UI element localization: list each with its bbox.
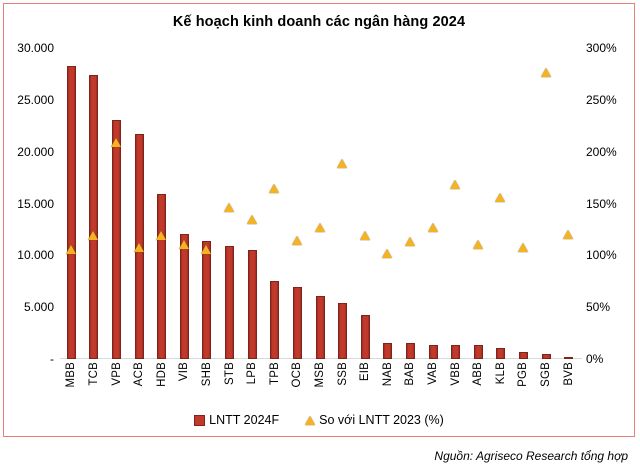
x-axis-label: BVB [562,362,575,386]
bar [270,281,280,359]
x-axis-label: BAB [404,362,417,386]
x-axis-label: EIB [359,362,372,382]
x-axis-label: ACB [133,362,146,387]
left-axis: 30.000 25.000 20.000 15.000 10.000 5.000 - [4,41,54,366]
marker-point [224,202,235,212]
marker-point [156,230,167,240]
triangle-icon [305,415,316,425]
bar [428,344,438,359]
x-axis-label: LPB [246,362,259,385]
right-axis-tick: 300% [586,41,617,55]
marker-point [246,215,257,225]
marker-point [65,245,76,255]
x-axis-label: HDB [155,362,168,387]
bar [202,240,212,359]
left-axis-tick: 5.000 [23,300,54,315]
marker-point [472,239,483,249]
marker-point [517,243,528,253]
bar [564,356,574,359]
marker-point [133,243,144,253]
x-axis-label: NAB [381,362,394,387]
left-axis-tick: 20.000 [17,144,54,159]
right-axis-tick: 0% [586,352,604,366]
plot-area [60,48,580,359]
bar [541,353,551,359]
x-axis-label: OCB [291,362,304,388]
x-axis-label: SGB [540,362,553,387]
chart-title: Kế hoạch kinh doanh các ngân hàng 2024 [172,14,466,30]
marker-point [291,235,302,245]
marker-point [404,236,415,246]
marker-point [427,223,438,233]
legend-label-bar: LNTT 2024F [209,413,280,427]
right-axis-tick: 100% [586,248,617,263]
bar [315,295,325,359]
left-axis-tick: 25.000 [17,92,54,107]
bar [66,65,76,359]
marker-point [111,138,122,148]
bar [292,287,302,359]
marker-point [563,229,574,239]
legend-label-marker: So với LNTT 2023 (%) [319,413,444,427]
right-axis-tick: 250% [586,92,617,107]
bar [157,194,167,359]
bar [496,347,506,359]
bar [473,344,483,359]
bar [89,74,99,359]
marker-point [201,245,212,255]
marker-point [495,193,506,203]
right-axis-tick: 50% [586,300,611,315]
left-axis-tick: - [50,352,54,366]
marker-point [88,230,99,240]
bar [405,343,415,359]
marker-point [382,249,393,259]
marker-point [450,179,461,189]
left-axis-tick: 15.000 [17,196,54,211]
marker-point [337,159,348,169]
bar [360,315,370,359]
x-axis-label: MBB [65,362,78,388]
square-icon [194,414,206,426]
x-axis-label: SHB [200,362,213,387]
right-axis: 300% 250% 200% 150% 100% 50% 0% [586,41,640,366]
x-axis-label: KLB [494,362,507,385]
right-axis-tick: 200% [586,144,617,159]
marker-point [269,183,280,193]
marker-point [178,239,189,249]
bar [112,119,122,359]
bar [247,250,257,359]
left-axis-tick: 10.000 [17,248,54,263]
x-axis-label: TCB [87,362,100,386]
marker-point [540,67,551,77]
legend-item-bar: LNTT 2024F [194,413,279,427]
x-axis-label: PGB [517,362,530,387]
marker-point [359,230,370,240]
marker-point [314,223,325,233]
chart-frame: Kế hoạch kinh doanh các ngân hàng 2024 3… [3,3,635,437]
bar [179,233,189,359]
right-axis-tick: 150% [586,196,617,211]
source-note: Nguồn: Agriseco Research tổng hợp [434,449,628,463]
x-axis-label: TPB [268,362,281,385]
chart-legend: LNTT 2024F So với LNTT 2023 (%) [4,413,634,427]
x-axis-label: SSB [336,362,349,386]
x-axis-label: MSB [314,362,326,388]
x-axis-label: VAB [427,362,440,385]
legend-item-marker: So với LNTT 2023 (%) [305,413,444,427]
left-axis-tick: 30.000 [17,41,54,55]
bar [518,351,528,359]
bar [451,344,461,359]
x-axis-label: ABB [472,362,485,386]
x-axis-label: VIB [178,362,191,382]
x-axis-label: VPB [110,362,123,386]
x-axis-label: STB [223,362,236,385]
x-axis-label: VBB [449,362,462,386]
bar [338,303,348,359]
bar [225,246,235,359]
bar [383,343,393,359]
